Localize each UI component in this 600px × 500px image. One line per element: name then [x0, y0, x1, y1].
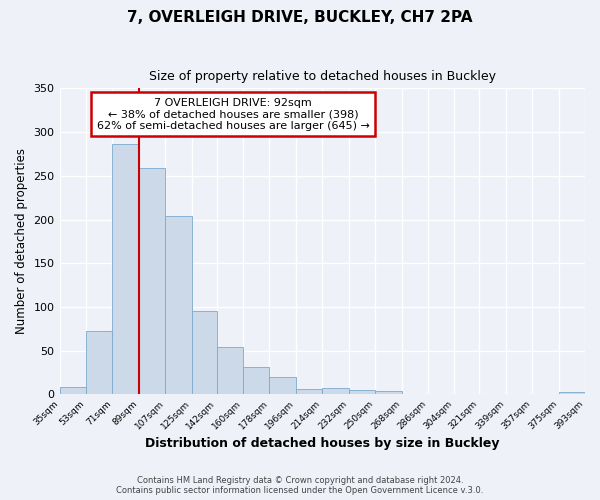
Bar — [139, 168, 165, 394]
Bar — [59, 386, 86, 394]
Bar — [243, 368, 269, 394]
Bar — [191, 310, 217, 394]
Bar — [269, 377, 296, 394]
Title: Size of property relative to detached houses in Buckley: Size of property relative to detached ho… — [149, 70, 496, 83]
Bar — [112, 144, 139, 394]
Bar — [296, 389, 322, 394]
Bar — [165, 216, 191, 394]
Y-axis label: Number of detached properties: Number of detached properties — [15, 148, 28, 334]
Bar — [322, 388, 349, 394]
X-axis label: Distribution of detached houses by size in Buckley: Distribution of detached houses by size … — [145, 437, 500, 450]
Bar — [349, 390, 375, 394]
Text: 7 OVERLEIGH DRIVE: 92sqm
← 38% of detached houses are smaller (398)
62% of semi-: 7 OVERLEIGH DRIVE: 92sqm ← 38% of detach… — [97, 98, 370, 130]
Text: 7, OVERLEIGH DRIVE, BUCKLEY, CH7 2PA: 7, OVERLEIGH DRIVE, BUCKLEY, CH7 2PA — [127, 10, 473, 25]
Bar — [375, 391, 401, 394]
Bar — [559, 392, 585, 394]
Text: Contains HM Land Registry data © Crown copyright and database right 2024.
Contai: Contains HM Land Registry data © Crown c… — [116, 476, 484, 495]
Bar — [86, 330, 112, 394]
Bar — [217, 348, 243, 395]
